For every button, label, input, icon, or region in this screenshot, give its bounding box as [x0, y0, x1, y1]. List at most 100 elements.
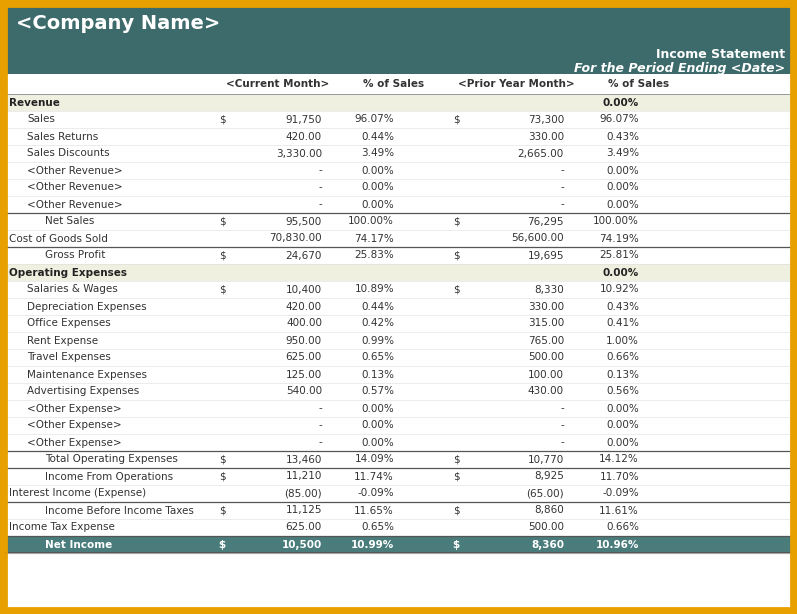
Text: 0.00%: 0.00% — [607, 403, 639, 413]
Text: Interest Income (Expense): Interest Income (Expense) — [9, 489, 146, 499]
Text: Operating Expenses: Operating Expenses — [9, 268, 127, 278]
Text: Office Expenses: Office Expenses — [27, 319, 111, 328]
Bar — [6, 434, 791, 451]
Text: 96.07%: 96.07% — [355, 114, 394, 125]
Text: 400.00: 400.00 — [286, 319, 322, 328]
Text: 625.00: 625.00 — [286, 523, 322, 532]
Text: -0.09%: -0.09% — [603, 489, 639, 499]
Text: <Other Expense>: <Other Expense> — [27, 438, 122, 448]
Bar — [6, 485, 791, 502]
Text: 56,600.00: 56,600.00 — [512, 233, 564, 244]
Text: 11,210: 11,210 — [285, 472, 322, 481]
Bar — [6, 196, 791, 213]
Text: Sales Discounts: Sales Discounts — [27, 149, 110, 158]
Text: 74.17%: 74.17% — [354, 233, 394, 244]
Text: 0.00%: 0.00% — [607, 438, 639, 448]
Text: 91,750: 91,750 — [285, 114, 322, 125]
Text: 125.00: 125.00 — [286, 370, 322, 379]
Text: <Company Name>: <Company Name> — [16, 14, 220, 33]
Text: Travel Expenses: Travel Expenses — [27, 352, 111, 362]
Bar — [6, 502, 791, 519]
Text: Income Tax Expense: Income Tax Expense — [9, 523, 115, 532]
Text: 10,400: 10,400 — [286, 284, 322, 295]
Text: -: - — [560, 200, 564, 209]
Bar — [6, 400, 791, 417]
Text: 13,460: 13,460 — [285, 454, 322, 465]
Text: 430.00: 430.00 — [528, 386, 564, 397]
Text: <Prior Year Month>: <Prior Year Month> — [457, 79, 575, 89]
Text: $: $ — [218, 284, 226, 295]
Text: 500.00: 500.00 — [528, 523, 564, 532]
Text: 765.00: 765.00 — [528, 335, 564, 346]
Bar — [6, 281, 791, 298]
Bar — [6, 451, 791, 468]
Text: 0.00%: 0.00% — [361, 421, 394, 430]
Text: Total Operating Expenses: Total Operating Expenses — [45, 454, 178, 465]
Bar — [6, 111, 791, 128]
Bar — [6, 332, 791, 349]
Text: Income Statement: Income Statement — [656, 48, 785, 61]
Text: For the Period Ending <Date>: For the Period Ending <Date> — [574, 62, 785, 75]
Bar — [6, 162, 791, 179]
Text: 330.00: 330.00 — [528, 301, 564, 311]
Text: 625.00: 625.00 — [286, 352, 322, 362]
Bar — [6, 145, 791, 162]
Text: -: - — [318, 421, 322, 430]
Bar — [6, 468, 791, 485]
Text: Salaries & Wages: Salaries & Wages — [27, 284, 118, 295]
Text: 0.00%: 0.00% — [607, 182, 639, 193]
Text: Revenue: Revenue — [9, 98, 60, 107]
Text: 0.42%: 0.42% — [361, 319, 394, 328]
Text: 0.00%: 0.00% — [603, 98, 639, 107]
Text: 95,500: 95,500 — [286, 217, 322, 227]
Text: -: - — [318, 200, 322, 209]
Bar — [6, 315, 791, 332]
Text: 11.65%: 11.65% — [354, 505, 394, 516]
Text: <Other Revenue>: <Other Revenue> — [27, 182, 123, 193]
Text: Income Before Income Taxes: Income Before Income Taxes — [45, 505, 194, 516]
Text: $: $ — [453, 472, 459, 481]
Text: 0.00%: 0.00% — [607, 200, 639, 209]
Text: $: $ — [453, 284, 459, 295]
Text: 3.49%: 3.49% — [361, 149, 394, 158]
Text: <Current Month>: <Current Month> — [226, 79, 330, 89]
Text: Depreciation Expenses: Depreciation Expenses — [27, 301, 147, 311]
Text: -: - — [318, 166, 322, 176]
Text: 0.13%: 0.13% — [606, 370, 639, 379]
Text: 0.57%: 0.57% — [361, 386, 394, 397]
Bar — [6, 536, 791, 553]
Text: 540.00: 540.00 — [286, 386, 322, 397]
Text: 950.00: 950.00 — [286, 335, 322, 346]
Text: -: - — [560, 166, 564, 176]
Text: 8,330: 8,330 — [534, 284, 564, 295]
Text: Gross Profit: Gross Profit — [45, 251, 105, 260]
Text: 0.00%: 0.00% — [361, 438, 394, 448]
Text: 10.99%: 10.99% — [351, 540, 394, 550]
Text: Maintenance Expenses: Maintenance Expenses — [27, 370, 147, 379]
Text: -: - — [560, 182, 564, 193]
Bar — [6, 298, 791, 315]
Bar — [6, 349, 791, 366]
Text: <Other Expense>: <Other Expense> — [27, 403, 122, 413]
Text: -: - — [560, 403, 564, 413]
Text: (85.00): (85.00) — [285, 489, 322, 499]
Text: 0.65%: 0.65% — [361, 523, 394, 532]
Text: Sales Returns: Sales Returns — [27, 131, 98, 141]
Text: $: $ — [453, 454, 459, 465]
Text: 96.07%: 96.07% — [599, 114, 639, 125]
Text: 330.00: 330.00 — [528, 131, 564, 141]
Text: 500.00: 500.00 — [528, 352, 564, 362]
Text: 420.00: 420.00 — [286, 301, 322, 311]
Text: 1.00%: 1.00% — [607, 335, 639, 346]
Text: 10.96%: 10.96% — [595, 540, 639, 550]
Bar — [6, 519, 791, 536]
Text: (65.00): (65.00) — [526, 489, 564, 499]
Text: Advertising Expenses: Advertising Expenses — [27, 386, 139, 397]
Text: $: $ — [218, 472, 226, 481]
Text: 0.65%: 0.65% — [361, 352, 394, 362]
Text: 0.99%: 0.99% — [361, 335, 394, 346]
Text: 0.00%: 0.00% — [607, 166, 639, 176]
Text: $: $ — [453, 505, 459, 516]
Text: 10.92%: 10.92% — [599, 284, 639, 295]
Text: 25.81%: 25.81% — [599, 251, 639, 260]
